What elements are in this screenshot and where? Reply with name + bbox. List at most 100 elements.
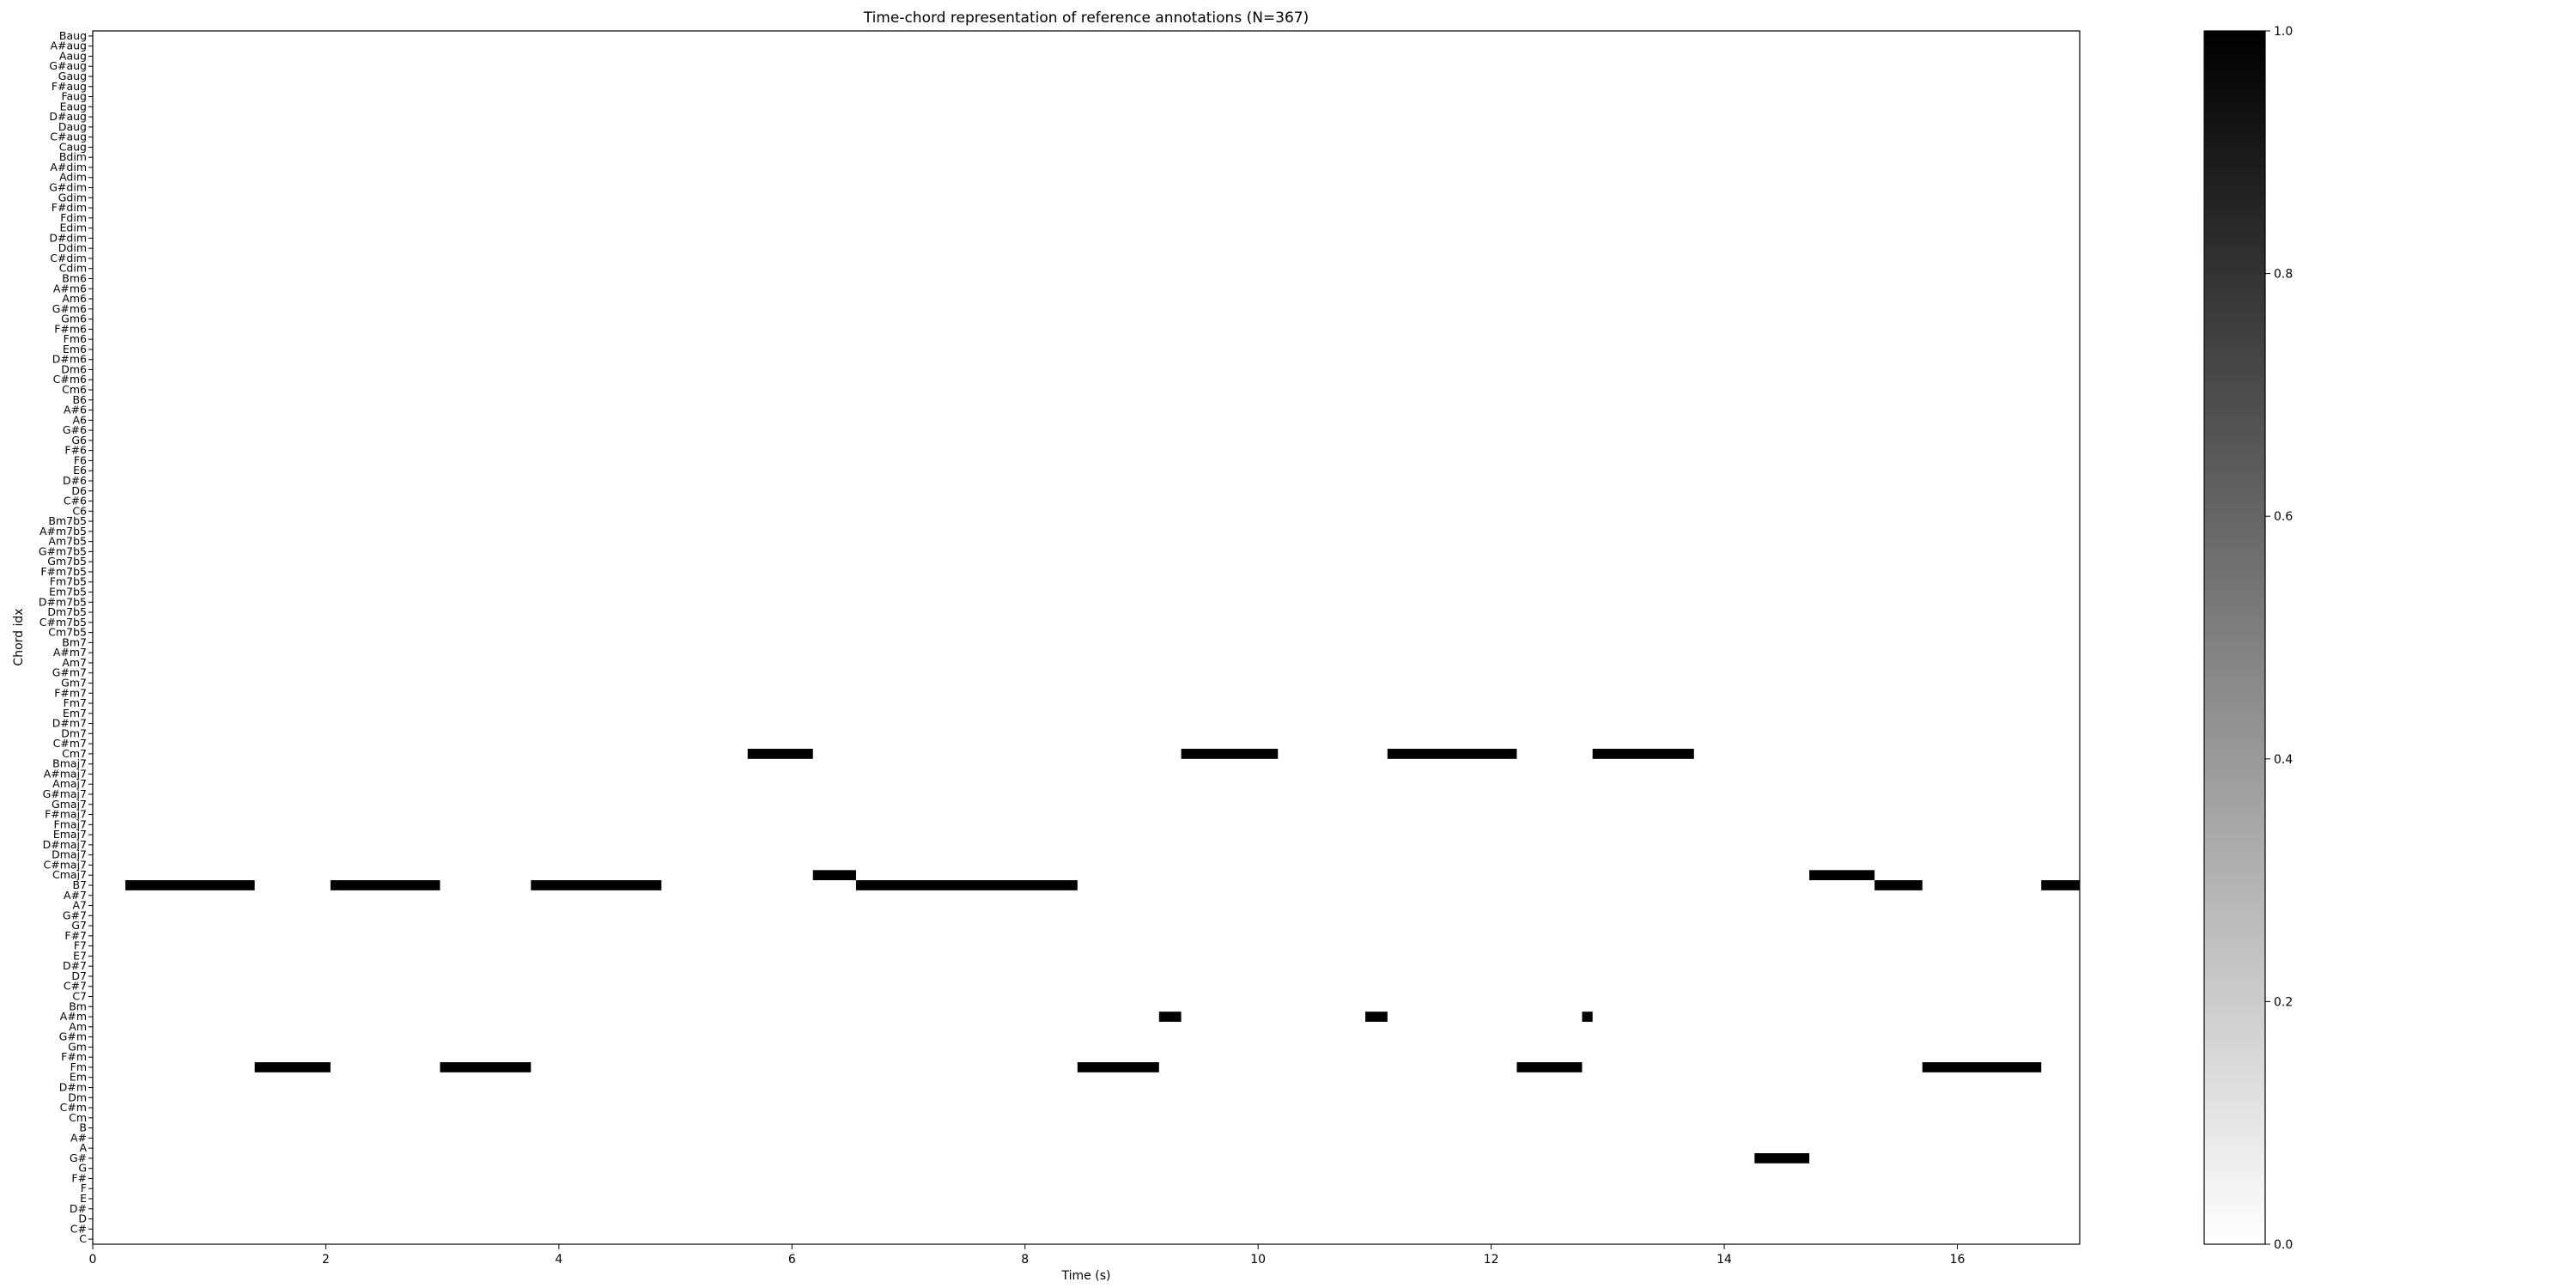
chart-title: Time-chord representation of reference a… <box>863 9 1309 27</box>
x-tick-label: 6 <box>788 1253 796 1267</box>
y-tick-label: C#7 <box>64 980 87 993</box>
chord-segment-B7 <box>2041 880 2080 890</box>
chord-segment-B7 <box>855 880 1078 890</box>
chord-segment-G# <box>1754 1153 1810 1163</box>
y-tick-label: Gaug <box>58 70 87 82</box>
y-tick-label: F#m <box>61 1050 87 1063</box>
chord-segment-Fm <box>1516 1062 1583 1072</box>
chord-segment-B7 <box>1874 880 1923 890</box>
y-tick-label: C#m <box>60 1101 87 1114</box>
y-tick-label: G7 <box>71 919 87 932</box>
y-tick-label: Fdim <box>60 211 87 224</box>
y-tick-label: Cdim <box>59 262 87 275</box>
y-tick-label: Faug <box>61 90 87 103</box>
colorbar-tick-label: 0.4 <box>2274 753 2293 767</box>
y-tick-label: Em7 <box>63 707 87 720</box>
y-tick-label: G#m7 <box>52 666 87 679</box>
y-tick-label: Gm6 <box>61 313 87 325</box>
y-tick-label: Bdim <box>59 150 87 163</box>
y-tick-label: D#7 <box>63 959 87 972</box>
y-tick-label: Dm <box>68 1091 87 1103</box>
x-tick-label: 12 <box>1484 1253 1499 1267</box>
y-tick-label: B <box>79 1121 87 1134</box>
y-tick-label: C <box>79 1232 87 1245</box>
chord-segment-A#m <box>1582 1012 1593 1022</box>
y-tick-label: Fm7b5 <box>50 575 87 588</box>
chord-segment-Cmaj7 <box>1809 870 1875 881</box>
chord-segments <box>125 749 2080 1163</box>
colorbar-tick-label: 0.0 <box>2274 1238 2293 1252</box>
y-tick-label: E7 <box>73 949 87 962</box>
y-tick-label: D#6 <box>63 474 87 487</box>
y-tick-label: F#dim <box>52 201 87 214</box>
y-tick-label: Gm7b5 <box>47 555 87 568</box>
y-tick-label: Am7b5 <box>48 535 87 548</box>
y-tick-label: G# <box>70 1151 87 1164</box>
y-tick-label: F7 <box>74 939 87 952</box>
y-tick-label: Fm <box>70 1060 87 1073</box>
x-tick-label: 16 <box>1950 1253 1965 1267</box>
y-tick-label: A <box>79 1141 87 1154</box>
y-tick-label: A#m7 <box>53 646 87 659</box>
y-tick-label: A#7 <box>64 889 87 902</box>
y-tick-label: D# <box>70 1202 87 1215</box>
y-tick-label: F#6 <box>64 444 87 457</box>
y-tick-label: Gdim <box>58 191 87 204</box>
y-tick-label: Fm6 <box>64 332 87 345</box>
y-tick-label: Dm7 <box>61 726 87 739</box>
y-tick-label: Adim <box>59 171 87 184</box>
y-tick-label: D#m7b5 <box>39 595 87 608</box>
y-tick-label: A#aug <box>50 39 87 52</box>
y-tick-label: Gm <box>68 1040 87 1053</box>
colorbar <box>2203 30 2266 1245</box>
y-tick-label: Dm7b5 <box>47 605 87 618</box>
y-tick-label: A#dim <box>50 161 87 173</box>
y-tick-label: C#m6 <box>53 373 87 386</box>
y-tick-label: D#m <box>59 1080 87 1093</box>
chord-segment-A#m <box>1365 1012 1388 1022</box>
y-tick-label: D <box>78 1212 87 1225</box>
y-tick-label: D#maj7 <box>43 838 87 851</box>
y-tick-label: Caug <box>59 140 87 153</box>
y-tick-label: A#m7b5 <box>39 525 87 538</box>
y-tick-label: Dmaj7 <box>52 848 87 861</box>
y-tick-label: Bm7b5 <box>48 514 87 527</box>
y-tick-label: F#maj7 <box>45 808 87 821</box>
y-tick-label: Bm6 <box>62 271 87 284</box>
x-tick-label: 0 <box>89 1253 97 1267</box>
chord-segment-Cm7 <box>1181 749 1279 759</box>
y-tick-label: F# <box>71 1171 87 1184</box>
chord-segment-A#m <box>1158 1012 1182 1022</box>
y-tick-label: A# <box>70 1131 87 1144</box>
y-tick-label: A#maj7 <box>44 767 87 780</box>
y-tick-label: C#6 <box>64 495 87 507</box>
y-tick-label: Am6 <box>62 292 87 305</box>
chord-segment-Cm7 <box>1592 749 1694 759</box>
chord-segment-B7 <box>330 880 440 890</box>
y-tick-label: Gm7 <box>61 676 87 689</box>
x-axis-label: Time (s) <box>1061 1269 1111 1283</box>
y-tick-label: F#m7b5 <box>40 565 87 578</box>
y-tick-label: D7 <box>71 969 87 982</box>
y-tick-label: D6 <box>71 484 87 497</box>
y-tick-label: Fmaj7 <box>54 817 87 830</box>
y-tick-label: Cm <box>69 1111 87 1124</box>
y-tick-label: F6 <box>74 453 87 466</box>
y-tick-label: B7 <box>72 878 87 891</box>
y-tick-label: Daug <box>58 120 87 133</box>
y-tick-label: Bmaj7 <box>52 757 87 770</box>
y-tick-label: A#m <box>60 1010 87 1023</box>
y-tick-label: G6 <box>71 434 87 447</box>
y-tick-label: Em7b5 <box>49 586 87 598</box>
y-tick-label: C#maj7 <box>44 858 87 871</box>
y-tick-label: F <box>81 1182 87 1194</box>
y-tick-label: C#m7b5 <box>39 616 87 629</box>
y-tick-label: C#m7 <box>53 737 87 750</box>
y-tick-label: C# <box>70 1222 87 1235</box>
y-tick-label: G#dim <box>49 181 87 194</box>
y-tick-label: E6 <box>73 464 87 477</box>
y-tick-label: G#6 <box>63 423 87 436</box>
y-tick-label: C#aug <box>50 131 87 143</box>
y-tick-label: Am7 <box>62 656 87 669</box>
x-axis-ticks: 0 2 4 6 8 10 12 14 16 <box>89 1244 1965 1267</box>
